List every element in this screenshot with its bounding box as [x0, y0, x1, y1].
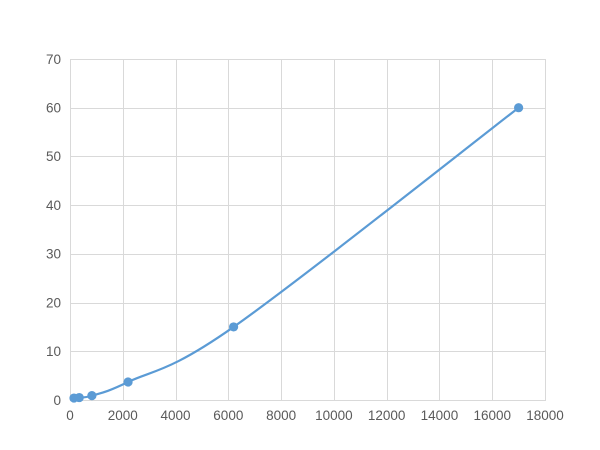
y-tick-label: 70	[46, 52, 61, 67]
x-tick-label: 16000	[473, 408, 511, 423]
y-tick-label: 30	[46, 247, 61, 262]
data-point-marker	[87, 391, 97, 401]
plot-frame	[70, 59, 546, 401]
x-tick-label: 6000	[213, 408, 243, 423]
data-point-marker	[74, 392, 84, 403]
y-tick-label: 0	[53, 393, 61, 408]
x-tick-label: 8000	[266, 408, 296, 423]
x-tick-label: 4000	[161, 408, 191, 423]
x-tick-label: 14000	[421, 408, 459, 423]
y-tick-label: 10	[46, 344, 61, 359]
y-tick-label: 60	[46, 101, 61, 116]
data-point-marker	[229, 322, 239, 332]
data-point-marker	[514, 103, 524, 113]
x-tick-label: 12000	[368, 408, 406, 423]
y-axis-tick-labels: 0 10 20 30 40 50 60 70	[46, 52, 61, 408]
data-point-marker	[123, 377, 133, 387]
x-tick-label: 0	[66, 408, 74, 423]
y-tick-label: 40	[46, 198, 61, 213]
y-tick-label: 50	[46, 149, 61, 164]
y-tick-label: 20	[46, 295, 61, 310]
x-gridlines	[70, 59, 546, 400]
series-markers-standard-curve	[69, 103, 524, 403]
x-tick-label: 2000	[108, 408, 138, 423]
x-tick-label: 18000	[526, 408, 564, 423]
y-gridlines	[70, 59, 545, 401]
series-line-standard-curve	[72, 106, 520, 400]
x-tick-label: 10000	[315, 408, 353, 423]
x-axis-tick-labels: 0 2000 4000 6000 8000 10000 12000 14000 16000 180…	[66, 408, 564, 423]
